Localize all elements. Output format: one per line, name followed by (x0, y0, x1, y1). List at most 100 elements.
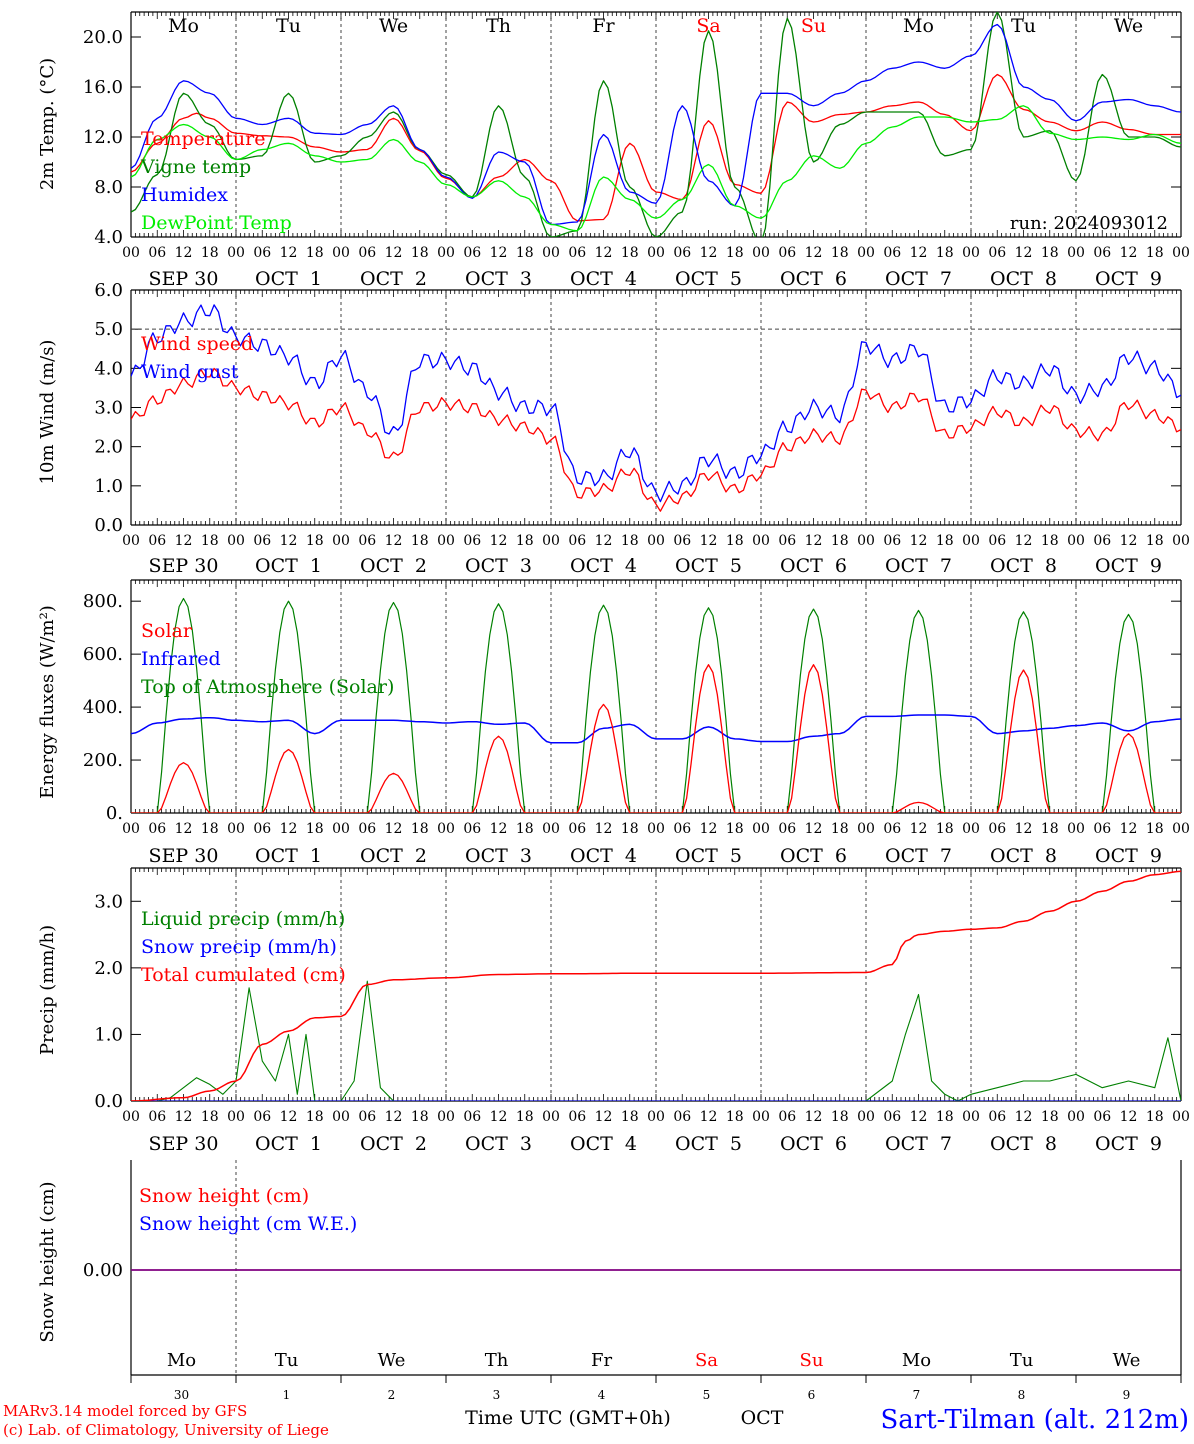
hour-tick-label: 18 (516, 533, 534, 549)
hour-tick-label: 00 (227, 1109, 245, 1125)
hour-tick-label: 00 (752, 245, 770, 261)
hour-tick-label: 18 (1041, 1109, 1059, 1125)
hour-tick-label: 06 (1093, 1109, 1111, 1125)
hour-tick-label: 18 (621, 821, 639, 837)
hour-tick-label: 06 (988, 533, 1006, 549)
hour-tick-label: 12 (1120, 821, 1138, 837)
series-group (131, 304, 1181, 512)
date-label: OCT 5 (675, 555, 742, 577)
hour-tick-label: 06 (988, 245, 1006, 261)
day-label: Tu (275, 1350, 299, 1371)
hour-tick-label: 06 (463, 821, 481, 837)
hour-tick-label: 12 (805, 1109, 823, 1125)
y-tick-label: 1.0 (94, 1024, 123, 1045)
date-label: OCT 2 (360, 1133, 427, 1155)
hour-tick-label: 12 (1120, 1109, 1138, 1125)
hour-tick-label: 00 (647, 245, 665, 261)
hour-tick-label: 06 (778, 245, 796, 261)
hour-tick-label: 12 (910, 245, 928, 261)
y-tick-label: 8.0 (94, 177, 123, 198)
date-label: OCT 4 (570, 845, 637, 867)
panel-wind: 00 06 12 18 00 06 12 18 00 06 12 18 00 06 12 18 00 06 12 18… (37, 280, 1190, 577)
date-label: OCT 2 (360, 268, 427, 290)
series-line-liquid-precip-mm-h- (131, 980, 1181, 1101)
hour-tick-label: 06 (568, 245, 586, 261)
hour-tick-label: 18 (1146, 533, 1164, 549)
legend-entry: Humidex (141, 184, 228, 206)
hour-tick-label: 12 (280, 1109, 298, 1125)
y-tick-label: 2.0 (94, 958, 123, 979)
hour-tick-label: 00 (227, 245, 245, 261)
hour-tick-label: 18 (831, 245, 849, 261)
hour-tick-label: 06 (673, 245, 691, 261)
hour-tick-label: 06 (673, 821, 691, 837)
hour-tick-label: 18 (201, 821, 219, 837)
hour-tick-label: 06 (988, 821, 1006, 837)
y-axis-label: Snow height (cm) (37, 1181, 58, 1342)
day-number-label: 9 (1123, 1388, 1131, 1402)
hour-tick-label: 12 (910, 1109, 928, 1125)
y-tick-label: 16.0 (83, 77, 123, 98)
hour-tick-label: 18 (621, 1109, 639, 1125)
hour-tick-label: 12 (1015, 245, 1033, 261)
hour-tick-label: 12 (385, 245, 403, 261)
series-line-total-cumulated-cm- (131, 870, 1181, 1101)
hour-tick-label: 18 (831, 1109, 849, 1125)
hour-tick-label: 18 (1146, 245, 1164, 261)
y-tick-label: 12.0 (83, 127, 123, 148)
hour-tick-label: 18 (1041, 821, 1059, 837)
y-axis-label: 10m Wind (m/s) (37, 340, 58, 485)
hour-tick-label: 00 (1067, 821, 1085, 837)
day-label: Th (486, 15, 511, 37)
hour-tick-label: 12 (280, 245, 298, 261)
y-tick-label: 600. (83, 644, 123, 665)
series-group (131, 597, 1181, 813)
hour-tick-label: 00 (332, 821, 350, 837)
hour-tick-label: 18 (306, 1109, 324, 1125)
hour-tick-label: 00 (857, 533, 875, 549)
y-tick-label: 400. (83, 697, 123, 718)
hour-tick-label: 18 (1041, 245, 1059, 261)
y-tick-label: 5.0 (94, 319, 123, 340)
hour-tick-label: 12 (175, 245, 193, 261)
hour-tick-label: 06 (148, 1109, 166, 1125)
legend-entry: Solar (141, 620, 193, 642)
hour-tick-label: 12 (490, 1109, 508, 1125)
series-line-humidex (131, 23, 1181, 226)
day-label: Su (801, 15, 826, 37)
date-label: OCT 9 (1095, 1133, 1162, 1155)
legend-entry: Snow precip (mm/h) (141, 936, 337, 958)
y-tick-label: 1.0 (94, 476, 123, 497)
date-label: OCT 3 (465, 268, 532, 290)
hour-tick-label: 18 (411, 245, 429, 261)
hour-tick-label: 00 (647, 821, 665, 837)
hour-tick-label: 06 (568, 1109, 586, 1125)
date-label: SEP 30 (149, 1133, 219, 1155)
hour-tick-label: 06 (463, 1109, 481, 1125)
day-label: Tu (1010, 1350, 1034, 1371)
series-line-dewpoint-temp (131, 105, 1181, 232)
hour-tick-label: 12 (490, 533, 508, 549)
date-label: OCT 5 (675, 268, 742, 290)
hour-tick-label: 18 (516, 821, 534, 837)
hour-tick-label: 00 (857, 245, 875, 261)
y-tick-label: 0.0 (94, 515, 123, 536)
day-number-label: 1 (283, 1388, 291, 1402)
model-credit: MARv3.14 model forced by GFS (3, 1402, 247, 1420)
hour-tick-label: 06 (253, 245, 271, 261)
hour-tick-label: 00 (437, 533, 455, 549)
hour-tick-label: 06 (883, 821, 901, 837)
date-label: OCT 8 (990, 268, 1057, 290)
hour-tick-label: 06 (1093, 533, 1111, 549)
series-line-wind-gust (131, 304, 1181, 503)
series-line-top-of-atmosphere-solar (131, 597, 1181, 813)
hour-tick-label: 18 (936, 533, 954, 549)
date-label: OCT 1 (255, 845, 322, 867)
hour-tick-label: 12 (385, 533, 403, 549)
day-label: We (1113, 1350, 1141, 1371)
date-label: OCT 3 (465, 1133, 532, 1155)
hour-tick-label: 12 (595, 821, 613, 837)
date-label: OCT 1 (255, 1133, 322, 1155)
station-label: Sart-Tilman (alt. 212m) (880, 1405, 1189, 1435)
